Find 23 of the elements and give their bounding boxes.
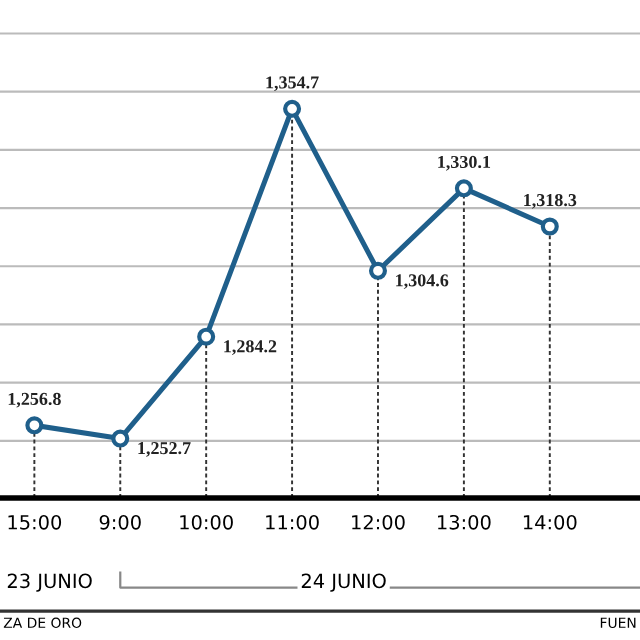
text: 24 JUNIO — [301, 573, 386, 592]
data-label: 1,256.8 — [8, 392, 61, 408]
point — [368, 261, 388, 280]
point — [25, 416, 44, 435]
x-tick-label: 11:00 — [266, 514, 319, 530]
point — [197, 327, 216, 346]
x-tick-label: 14:00 — [523, 514, 577, 530]
x-tick-label: 13:00 — [438, 514, 491, 530]
data-label: 1,354.7 — [266, 76, 319, 92]
data-label: 1,284.2 — [224, 340, 277, 355]
point — [283, 99, 302, 118]
point — [540, 217, 559, 236]
data-label: 1,304.6 — [396, 274, 449, 290]
data-label: 1,330.1 — [438, 155, 491, 171]
point — [454, 179, 473, 198]
data-label: 1,252.7 — [138, 442, 191, 457]
text: 23 JUNIO — [7, 573, 92, 592]
x-tick-label: 10:00 — [180, 514, 233, 530]
x-tick-label: 12:00 — [352, 514, 405, 530]
data-label: 1,318.3 — [524, 193, 577, 209]
x-tick-label: 9:00 — [99, 514, 141, 530]
point — [111, 429, 130, 448]
x-tick-label: 15:00 — [8, 514, 62, 530]
